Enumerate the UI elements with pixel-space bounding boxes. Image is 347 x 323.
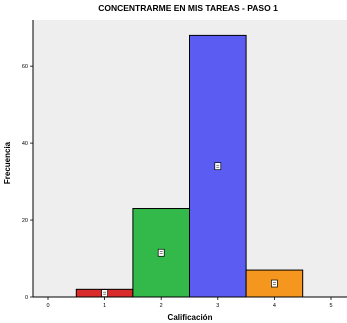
y-tick-label-2: 40: [22, 141, 28, 147]
bar-marker-4: [271, 279, 278, 288]
axes-group: 0 1 2 3 4 5 0 20 40 60: [22, 20, 347, 309]
x-tick-label-3: 3: [216, 303, 219, 309]
chart-title: CONCENTRARME EN MIS TAREAS - PASO 1: [98, 3, 278, 13]
bar-marker-1: [101, 289, 108, 298]
x-tick-label-0: 0: [46, 303, 49, 309]
x-axis-label: Calificación: [168, 313, 213, 322]
bar-marker-3: [214, 162, 222, 171]
x-tick-label-4: 4: [273, 303, 276, 309]
y-tick-label-3: 60: [22, 64, 28, 70]
x-tick-label-5: 5: [329, 303, 332, 309]
y-tick-label-0: 0: [25, 295, 28, 301]
bar-marker-2: [157, 248, 165, 257]
x-tick-label-1: 1: [103, 303, 106, 309]
y-axis-label: Frecuencia: [3, 141, 12, 184]
x-tick-label-2: 2: [160, 303, 163, 309]
y-tick-label-1: 20: [22, 218, 28, 224]
